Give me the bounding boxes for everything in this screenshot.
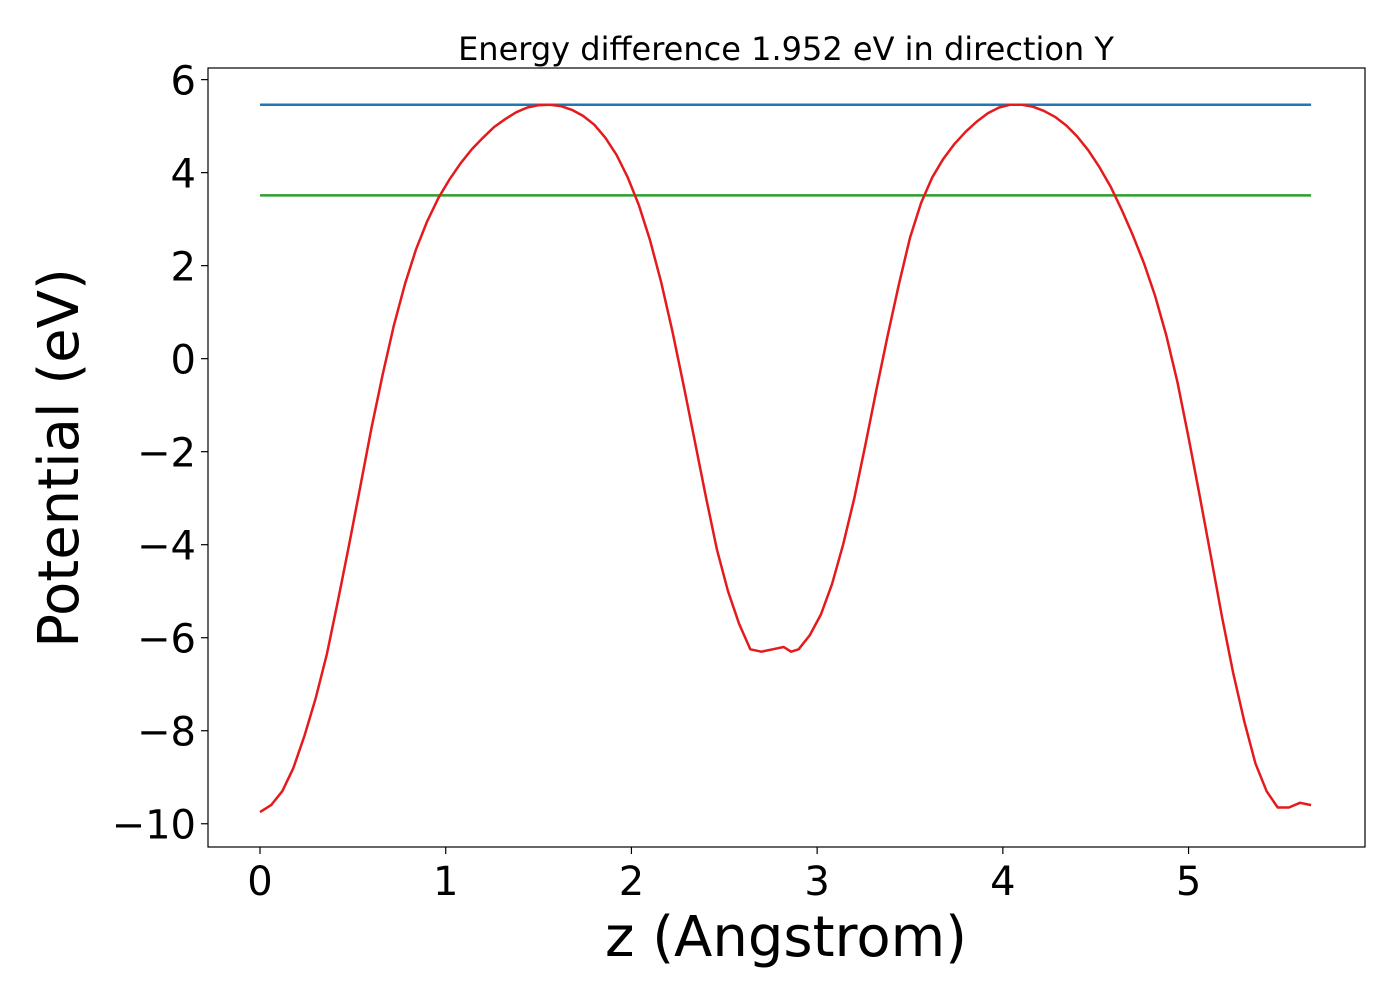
y-tick-label: −4 xyxy=(137,524,196,570)
x-axis-label: z (Angstrom) xyxy=(605,905,967,970)
y-tick-label: 4 xyxy=(171,152,196,198)
x-tick-label: 0 xyxy=(247,859,272,905)
chart-title: Energy difference 1.952 eV in direction … xyxy=(458,30,1114,68)
y-axis: −10 −8 −6 −4 −2 0 2 4 6 xyxy=(112,59,208,849)
y-tick-label: −2 xyxy=(137,431,196,477)
y-axis-label: Potential (eV) xyxy=(27,268,92,648)
series-line-3 xyxy=(259,103,1312,814)
x-tick-label: 3 xyxy=(804,859,829,905)
x-tick-label: 2 xyxy=(619,859,644,905)
x-axis: 0 1 2 3 4 5 xyxy=(247,847,1201,905)
series-layer xyxy=(259,103,1312,814)
plot-frame xyxy=(207,67,1366,848)
y-tick-label: −10 xyxy=(112,803,196,849)
y-tick-label: 0 xyxy=(171,338,196,384)
x-tick-label: 5 xyxy=(1176,859,1201,905)
y-tick-label: 2 xyxy=(171,245,196,291)
x-tick-label: 4 xyxy=(990,859,1015,905)
y-tick-label: −8 xyxy=(137,710,196,756)
x-tick-label: 1 xyxy=(433,859,458,905)
y-tick-label: 6 xyxy=(171,59,196,105)
y-tick-label: −6 xyxy=(137,617,196,663)
